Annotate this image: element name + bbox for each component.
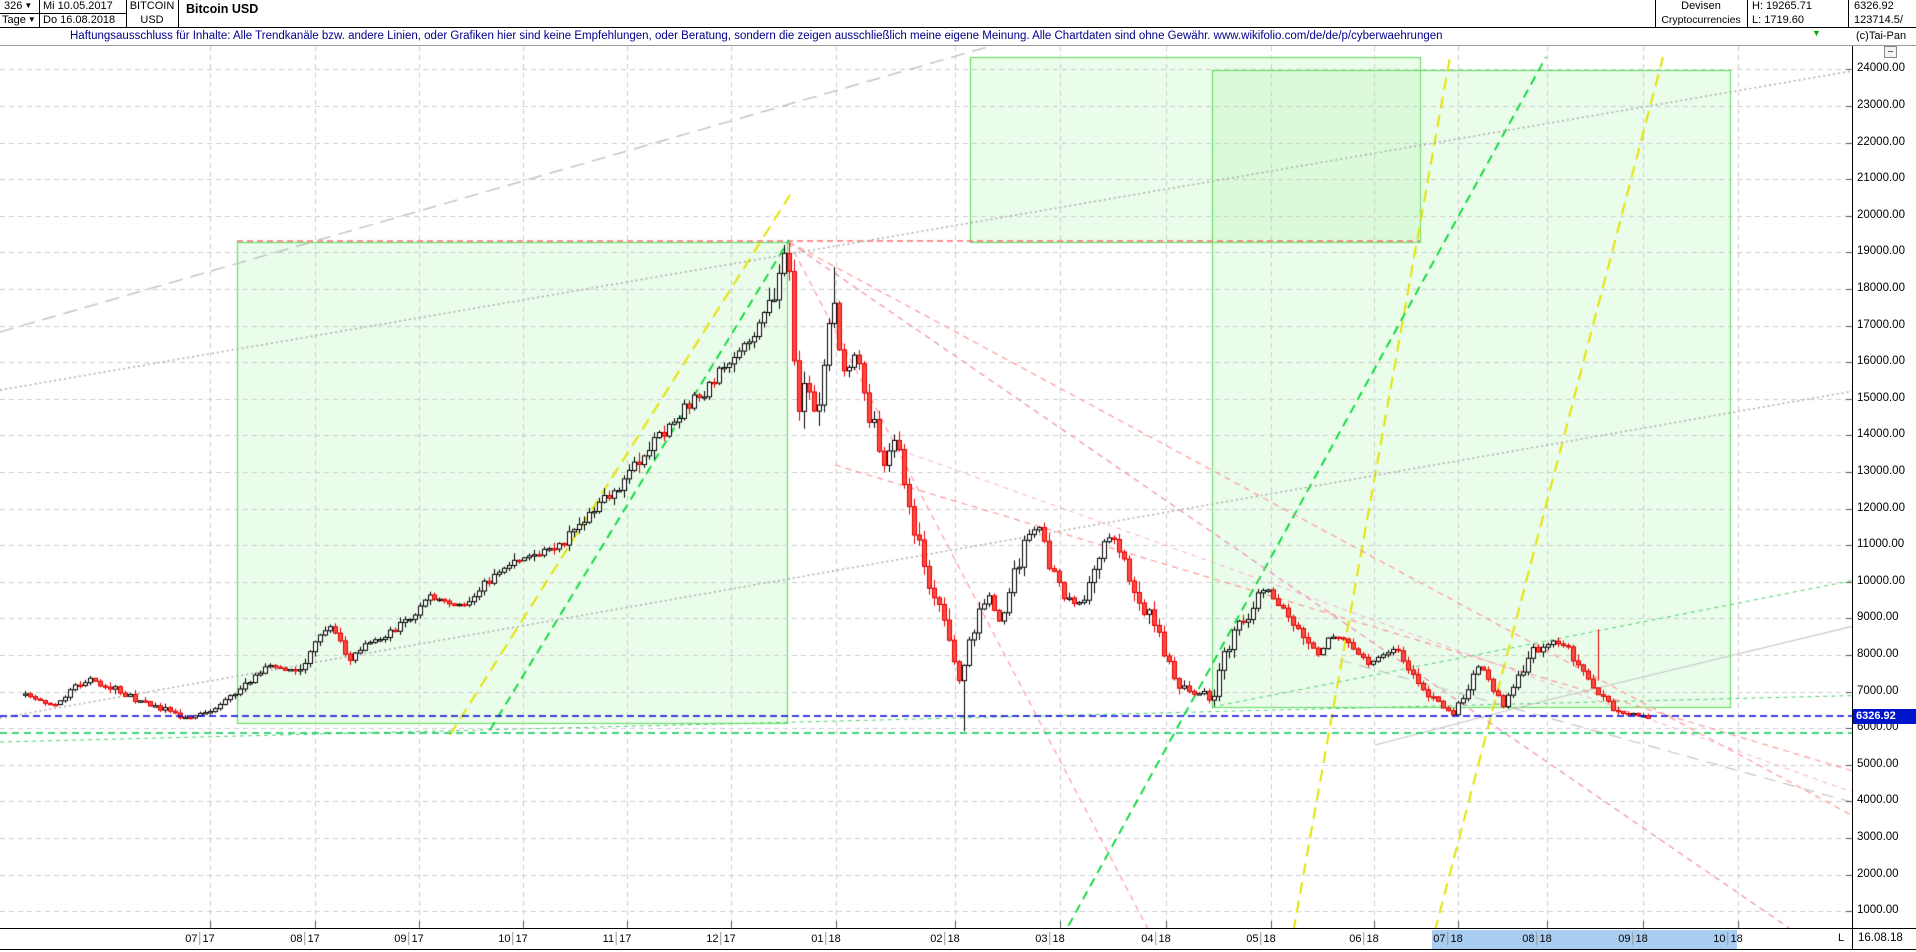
month-tick-label: 10 18 [1713, 932, 1743, 945]
price-tick-label: 22000.00 [1857, 135, 1905, 148]
category-name: Devisen [1681, 0, 1721, 12]
price-tick-label: 17000.00 [1857, 318, 1905, 331]
price-tick-label: 11000.00 [1857, 538, 1905, 551]
month-tick-label: 12 17 [706, 932, 736, 945]
price-tick-label: 3000.00 [1857, 831, 1899, 844]
last-marker-label: L [1838, 932, 1845, 944]
date-from-field[interactable]: Mi 10.05.2017 [43, 0, 113, 12]
month-tick-label: 02 18 [930, 932, 960, 945]
header-bar: 326 ▼ Tage ▼ Mi 10.05.2017 Do 16.08.2018 B… [0, 0, 1916, 28]
range-high: H: 19265.71 [1752, 0, 1812, 12]
price-tick-label: 5000.00 [1857, 757, 1899, 770]
price-tick-label: 2000.00 [1857, 867, 1899, 880]
price-tick-label: 23000.00 [1857, 98, 1905, 111]
price-tick-label: 9000.00 [1857, 611, 1899, 624]
price-tick-label: 7000.00 [1857, 684, 1899, 697]
price-tick-label: 1000.00 [1857, 904, 1899, 917]
month-tick-label: 07 17 [185, 932, 215, 945]
price-tick-label: 18000.00 [1857, 281, 1905, 294]
month-tick-label: 08 18 [1522, 932, 1552, 945]
month-tick-label: 10 17 [498, 932, 528, 945]
timeframe-value: Tage [2, 14, 26, 26]
time-axis[interactable]: L 16.08.18 07 17 08 17 09 17 10 17 11 17 12 17 01 18 0… [0, 928, 1916, 950]
price-tick-label: 16000.00 [1857, 355, 1905, 368]
header-separator [126, 0, 127, 27]
range-low: L: 1719.60 [1752, 14, 1804, 26]
disclaimer-text: Haftungsausschluss für Inhalte: Alle Tre… [70, 30, 1443, 42]
symbol-code: BITCOIN [129, 0, 175, 12]
month-tick-label: 07 18 [1433, 932, 1463, 945]
category-group: Cryptocurrencies [1661, 14, 1741, 26]
bars-count-value: 326 [4, 0, 23, 12]
month-tick-label: 04 18 [1141, 932, 1171, 945]
price-tick-label: 10000.00 [1857, 574, 1905, 587]
last-date-label: 16.08.18 [1858, 932, 1903, 944]
page-title: Bitcoin USD [186, 2, 259, 16]
time-axis-selection [1432, 930, 1737, 949]
month-tick-label: 08 17 [290, 932, 320, 945]
copyright-label: (c)Tai-Pan [1856, 30, 1907, 42]
price-tick-label: 24000.00 [1857, 62, 1905, 75]
header-separator [178, 0, 179, 27]
header-separator [1655, 0, 1656, 27]
price-tick-label: 20000.00 [1857, 208, 1905, 221]
last-price-badge: 6326.92 [1853, 709, 1916, 725]
price-tick-label: 4000.00 [1857, 794, 1899, 807]
month-tick-label: 03 18 [1035, 932, 1065, 945]
timeframe-dropdown[interactable]: Tage ▼ [2, 14, 36, 27]
header-separator [1747, 0, 1748, 27]
month-tick-label: 09 17 [394, 932, 424, 945]
window-minimize-icon[interactable] [1884, 46, 1897, 58]
price-tick-label: 21000.00 [1857, 172, 1905, 185]
month-tick-label: 01 18 [811, 932, 841, 945]
date-to-field[interactable]: Do 16.08.2018 [43, 14, 116, 26]
header-row-divider [0, 13, 126, 14]
price-axis-border [1852, 28, 1853, 950]
disclaimer-bar: Haftungsausschluss für Inhalte: Alle Tre… [0, 28, 1916, 46]
price-tick-label: 15000.00 [1857, 391, 1905, 404]
volume-value: 123714.5/ [1854, 14, 1903, 26]
symbol-currency: USD [140, 14, 164, 26]
chevron-down-icon: ▼ [27, 15, 36, 24]
month-tick-label: 06 18 [1349, 932, 1379, 945]
price-tick-label: 14000.00 [1857, 428, 1905, 441]
price-tick-label: 8000.00 [1857, 648, 1899, 661]
price-tick-label: 13000.00 [1857, 464, 1905, 477]
price-tick-label: 12000.00 [1857, 501, 1905, 514]
month-tick-label: 05 18 [1246, 932, 1276, 945]
bars-count-dropdown[interactable]: 326 ▼ [4, 0, 32, 13]
chevron-down-icon: ▼ [24, 1, 33, 10]
green-down-arrow-icon: ▼ [1812, 28, 1821, 38]
header-separator [1848, 0, 1849, 27]
month-tick-label: 09 18 [1618, 932, 1648, 945]
price-tick-label: 19000.00 [1857, 245, 1905, 258]
last-price-value: 6326.92 [1854, 0, 1894, 12]
month-tick-label: 11 17 [602, 932, 632, 945]
